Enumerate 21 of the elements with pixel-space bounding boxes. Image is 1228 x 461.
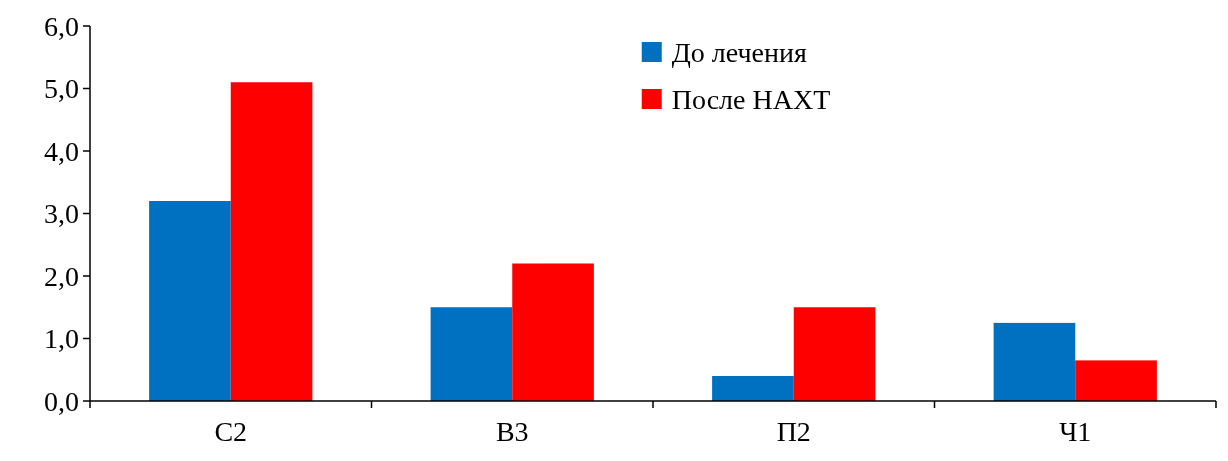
y-tick-label: 1,0 [44,323,79,355]
y-tick-label: 3,0 [44,198,79,230]
y-tick-label: 2,0 [44,260,79,292]
y-tick-label: 6,0 [44,10,79,42]
y-tick-label: 5,0 [44,73,79,105]
bar [230,82,313,401]
bar [1075,360,1157,401]
bar [430,307,513,401]
bar [712,376,794,401]
bar [993,322,1076,401]
bar [149,201,231,401]
x-tick-label: Ч1 [1059,416,1092,447]
y-tick-label: 0,0 [44,385,79,417]
legend-label: До лечения [671,36,808,68]
bar [512,263,594,401]
x-tick-label: С2 [214,416,248,447]
x-tick-label: В3 [495,416,529,447]
bar [793,307,876,401]
legend-label: После НАХТ [671,83,831,115]
y-tick-label: 4,0 [44,135,79,167]
x-tick-label: П2 [776,416,811,447]
